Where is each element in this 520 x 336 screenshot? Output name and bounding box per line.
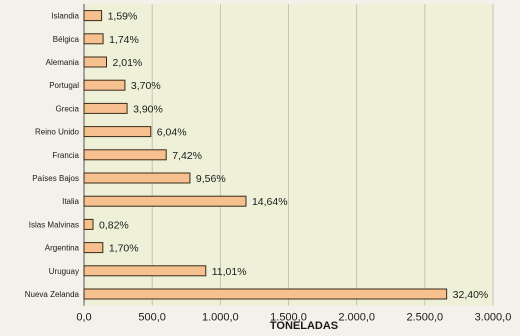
data-label: 9,56% <box>196 173 226 185</box>
data-label: 3,90% <box>133 103 163 115</box>
x-tick-labels: 0,0 500,0 1.000,0 1.500,0 2.000,0 2.500,0 3.00… <box>76 312 511 324</box>
x-tick-label: 500,0 <box>138 312 166 324</box>
data-label: 1,59% <box>108 11 138 23</box>
x-tick-label: 1.500,0 <box>270 312 307 324</box>
x-tick-label: 2.000,0 <box>338 312 375 324</box>
bar <box>83 288 448 300</box>
category-label: Islandia <box>51 12 79 21</box>
data-label: 11,01% <box>212 266 247 278</box>
data-labels: 1,59% 1,74% 2,01% 3,70% 3,90% 6,04% 7,42% 9,56%… <box>99 11 488 301</box>
category-label: Nueva Zelanda <box>25 290 80 299</box>
category-labels: Islandia Bélgica Alemania Portugal Grecia Rei… <box>25 12 80 299</box>
x-axis-label: TONELADAS <box>270 320 338 332</box>
bar <box>83 218 94 230</box>
data-label: 2,01% <box>112 57 142 69</box>
bar <box>83 195 247 207</box>
data-label: 3,70% <box>131 80 161 92</box>
category-label: Islas Malvinas <box>29 220 79 229</box>
x-tick-label: 1.000,0 <box>202 312 239 324</box>
bar <box>83 265 207 277</box>
category-label: Bélgica <box>53 35 80 44</box>
category-label: Francia <box>52 151 79 160</box>
data-label: 1,74% <box>109 34 139 46</box>
x-tick-label: 0,0 <box>76 312 91 324</box>
bar <box>83 172 191 184</box>
bar <box>83 56 107 68</box>
category-label: Argentina <box>45 244 80 253</box>
bar <box>83 102 128 114</box>
data-label: 32,40% <box>453 289 489 301</box>
data-label: 14,64% <box>252 196 288 208</box>
category-label: Grecia <box>55 104 79 113</box>
category-label: Uruguay <box>49 267 79 276</box>
data-label: 6,04% <box>157 127 187 139</box>
data-label: 0,82% <box>99 219 129 231</box>
bars <box>83 10 448 300</box>
category-label: Italia <box>62 197 79 206</box>
bar <box>83 242 104 254</box>
bar <box>83 33 104 45</box>
data-label: 7,42% <box>172 150 202 162</box>
bar <box>83 10 103 22</box>
category-label: Alemania <box>46 58 80 67</box>
data-label: 1,70% <box>109 243 139 255</box>
bar <box>83 149 167 161</box>
bar <box>83 79 126 91</box>
category-label: Portugal <box>49 81 79 90</box>
category-label: Países Bajos <box>32 174 79 183</box>
x-tick-label: 2.500,0 <box>406 312 443 324</box>
category-label: Reino Unido <box>35 128 80 137</box>
x-tick-label: 3.000,0 <box>475 312 512 324</box>
bar <box>83 126 152 138</box>
